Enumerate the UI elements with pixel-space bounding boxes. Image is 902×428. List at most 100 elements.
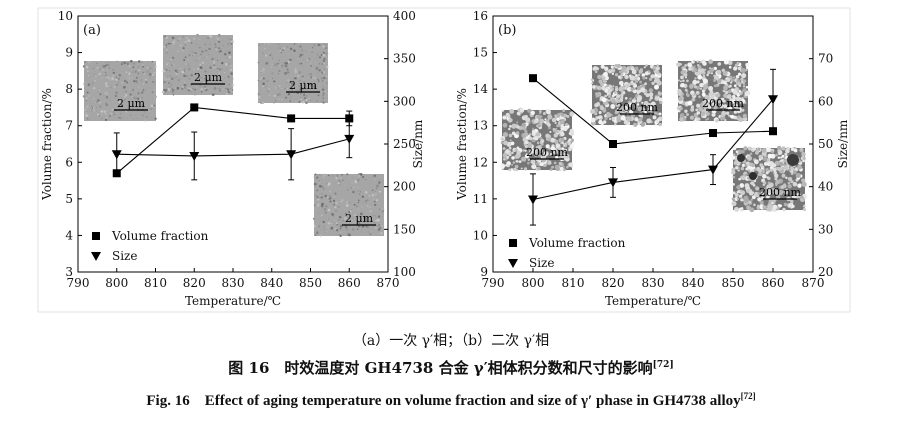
panel-b-panel-label: (b) <box>498 23 516 38</box>
panel-b-micrograph-texture-dot <box>708 86 714 91</box>
panel-a-micrograph-texture-dot <box>85 99 88 102</box>
panel-b-micrograph-texture-dot <box>744 202 748 206</box>
panel-a-micrograph-texture-dot <box>120 75 123 78</box>
panel-a-x-tick-label: 850 <box>299 276 322 290</box>
panel-b-micrograph-texture-dot <box>732 153 736 156</box>
panel-a-micrograph-texture-dot <box>163 80 166 84</box>
panel-b-y-left-tick-label: 9 <box>480 265 488 279</box>
panel-b-micrograph-texture-dot <box>733 110 738 114</box>
panel-a-micrograph-texture-dot <box>298 62 301 65</box>
panel-a-micrograph-texture-dot <box>310 74 312 77</box>
panel-a-micrograph-texture-dot <box>338 215 342 219</box>
panel-b-micrograph-texture-dot <box>615 98 619 103</box>
panel-a-micrograph-texture-dot <box>336 229 339 232</box>
panel-a-micrograph-texture-dot <box>121 61 123 63</box>
panel-a-micrograph-texture-dot <box>321 68 325 72</box>
panel-b-micrograph-texture-dot <box>774 177 778 181</box>
panel-a-micrograph-texture-dot <box>317 54 319 57</box>
panel-a-micrograph-texture-dot <box>181 86 184 88</box>
panel-b-x-tick-label: 850 <box>722 276 745 290</box>
panel-b-micrograph-texture-dot <box>643 66 646 69</box>
panel-b-micrograph-texture-dot <box>722 89 726 93</box>
panel-a-micrograph-texture-dot <box>292 49 294 51</box>
panel-a-micrograph-texture-dot <box>209 66 212 69</box>
panel-a-y-left-title: Volume fraction/% <box>40 88 54 201</box>
panel-b-micrograph-texture-dot <box>765 146 771 152</box>
panel-a-micrograph-texture-dot <box>381 224 384 228</box>
panel-b-micrograph-texture-dot <box>699 61 702 64</box>
panel-a-micrograph-texture-dot <box>209 34 212 38</box>
panel-b-micrograph-texture-dot <box>595 66 598 69</box>
panel-b-micrograph-texture-dot <box>628 109 634 115</box>
panel-a-micrograph-texture-dot <box>195 85 198 88</box>
panel-a-micrograph-texture-dot <box>308 76 310 79</box>
panel-b-micrograph-texture-dot <box>524 149 527 152</box>
panel-a-x-tick-label: 800 <box>105 276 128 290</box>
panel-b-micrograph-texture-dot <box>749 207 755 213</box>
panel-b-micrograph-large-particle <box>749 172 757 180</box>
panel-a-micrograph-texture-dot <box>325 231 327 233</box>
panel-a-micrograph-texture-dot <box>317 80 320 83</box>
panel-b-micrograph-texture-dot <box>733 103 738 109</box>
panel-a-micrograph-texture-dot <box>293 88 295 90</box>
panel-b-micrograph-texture-dot <box>637 106 643 112</box>
panel-a-micrograph-texture-dot <box>204 70 207 73</box>
panel-a-micrograph-texture-dot <box>303 96 307 100</box>
panel-a-micrograph-texture-dot <box>209 43 211 46</box>
panel-a-micrograph-texture-dot <box>287 53 289 56</box>
panel-a-micrograph-texture-dot <box>357 208 360 211</box>
panel-a-micrograph-texture-dot <box>95 106 98 109</box>
panel-a-micrograph-texture-dot <box>311 69 313 71</box>
panel-a-micrograph-texture-dot <box>305 50 308 53</box>
panel-a-micrograph-texture-dot <box>322 70 326 74</box>
panel-b-micrograph-texture-dot <box>743 197 750 203</box>
panel-b-micrograph-texture-dot <box>762 205 767 210</box>
panel-a-micrograph-texture-dot <box>261 101 265 105</box>
panel-a-micrograph-texture-dot <box>374 203 377 206</box>
panel-a-micrograph-texture-dot <box>219 50 222 53</box>
panel-b-micrograph-texture-dot <box>777 149 780 152</box>
panel-a-micrograph-texture-dot <box>127 61 130 64</box>
panel-b-micrograph-texture-dot <box>762 152 766 156</box>
panel-b-micrograph-texture-dot <box>642 76 646 80</box>
panel-a-micrograph-texture-dot <box>323 173 326 177</box>
panel-a-micrograph-texture-dot <box>321 215 323 217</box>
panel-b-micrograph-texture-dot <box>601 86 606 91</box>
panel-a-micrograph-texture-dot <box>96 62 98 65</box>
panel-a-micrograph-texture-dot <box>86 91 89 94</box>
panel-a-marker-triangle <box>286 150 297 160</box>
panel-a-micrograph-texture-dot <box>128 77 131 80</box>
panel-a-micrograph-texture-dot <box>263 76 266 79</box>
panel-b-marker-triangle <box>608 178 618 188</box>
panel-a-micrograph-texture-dot <box>100 107 103 110</box>
panel-a-micrograph-texture-dot <box>285 82 288 84</box>
panel-a-y-right-tick-label: 250 <box>393 137 416 151</box>
panel-a-micrograph-texture-dot <box>318 181 321 184</box>
panel-b-micrograph-texture-dot <box>508 133 513 138</box>
panel-b-micrograph-texture-dot <box>734 197 739 201</box>
panel-b-micrograph-texture-dot <box>759 169 762 172</box>
panel-b-micrograph-texture-dot <box>536 149 541 154</box>
panel-b-micrograph-texture-dot <box>654 111 658 115</box>
panel-a-micrograph-texture-dot <box>191 50 194 53</box>
panel-a-micrograph-texture-dot <box>100 110 104 113</box>
panel-a-micrograph-texture-dot <box>269 42 271 45</box>
panel-a-micrograph-texture-dot <box>126 81 129 84</box>
panel-b-micrograph-texture-dot <box>548 126 551 130</box>
panel-b-micrograph-texture-dot <box>657 91 662 96</box>
panel-b-micrograph-texture-dot <box>762 174 767 179</box>
panel-b-micrograph-texture-dot <box>777 190 784 196</box>
panel-b-micrograph-texture-dot <box>775 194 781 200</box>
panel-b-micrograph-texture-dot <box>679 116 685 122</box>
panel-a-y-right-tick-label: 200 <box>393 180 416 194</box>
panel-b-micrograph-texture-dot <box>505 164 508 167</box>
panel-b-micrograph-texture-dot <box>738 177 742 181</box>
panel-b-micrograph-texture-dot <box>547 137 552 142</box>
panel-a-micrograph-texture-dot <box>278 47 280 49</box>
panel-b-micrograph-texture-dot <box>592 66 597 71</box>
panel-a-micrograph-texture-dot <box>109 115 111 117</box>
panel-a-micrograph-texture-dot <box>284 61 287 65</box>
panel-a-micrograph-texture-dot <box>116 66 119 68</box>
panel-b-micrograph-texture-dot <box>544 118 547 121</box>
panel-b-micrograph-texture-dot <box>754 150 760 155</box>
